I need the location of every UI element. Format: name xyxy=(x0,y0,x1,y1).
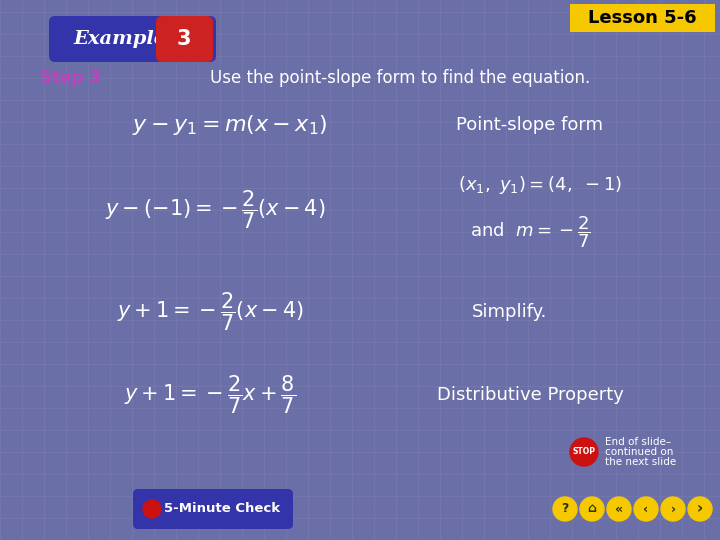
Text: $(x_1,\ y_1) = (4,\ -1)$: $(x_1,\ y_1) = (4,\ -1)$ xyxy=(458,174,622,196)
Text: Use the point-slope form to find the equation.: Use the point-slope form to find the equ… xyxy=(210,69,590,87)
Text: End of slide–: End of slide– xyxy=(605,437,671,447)
Circle shape xyxy=(607,497,631,521)
Text: ›: › xyxy=(670,503,675,516)
Text: ⌂: ⌂ xyxy=(588,503,596,516)
Text: the next slide: the next slide xyxy=(605,457,676,467)
Text: continued on: continued on xyxy=(605,447,673,457)
Circle shape xyxy=(580,497,604,521)
Text: Distributive Property: Distributive Property xyxy=(436,386,624,404)
Text: 5-Minute Check: 5-Minute Check xyxy=(164,503,280,516)
Text: Lesson 5-6: Lesson 5-6 xyxy=(588,9,696,27)
Text: STOP: STOP xyxy=(572,448,595,456)
Text: Point-slope form: Point-slope form xyxy=(456,116,603,134)
Text: $y + 1 = -\dfrac{2}{7}x + \dfrac{8}{7}$: $y + 1 = -\dfrac{2}{7}x + \dfrac{8}{7}$ xyxy=(124,374,296,416)
Circle shape xyxy=(570,438,598,466)
Text: Simplify.: Simplify. xyxy=(472,303,548,321)
Text: ›: › xyxy=(697,502,703,516)
Circle shape xyxy=(634,497,658,521)
FancyBboxPatch shape xyxy=(156,16,213,62)
Text: ?: ? xyxy=(562,503,569,516)
Text: 3: 3 xyxy=(176,29,192,49)
Text: $y - y_1 = m(x - x_1)$: $y - y_1 = m(x - x_1)$ xyxy=(132,113,328,137)
Circle shape xyxy=(661,497,685,521)
Text: ‹: ‹ xyxy=(644,503,649,516)
Text: $y - (-1) = -\dfrac{2}{7}(x - 4)$: $y - (-1) = -\dfrac{2}{7}(x - 4)$ xyxy=(105,189,325,231)
Text: «: « xyxy=(615,503,623,516)
Text: Example: Example xyxy=(73,30,166,48)
Circle shape xyxy=(688,497,712,521)
FancyBboxPatch shape xyxy=(133,489,293,529)
Text: Step 3: Step 3 xyxy=(40,69,101,87)
FancyBboxPatch shape xyxy=(49,16,216,62)
Text: and  $m = -\dfrac{2}{7}$: and $m = -\dfrac{2}{7}$ xyxy=(469,214,590,250)
FancyBboxPatch shape xyxy=(570,4,715,32)
Circle shape xyxy=(553,497,577,521)
Text: $y + 1 = -\dfrac{2}{7}(x - 4)$: $y + 1 = -\dfrac{2}{7}(x - 4)$ xyxy=(117,291,303,333)
Circle shape xyxy=(143,500,161,518)
